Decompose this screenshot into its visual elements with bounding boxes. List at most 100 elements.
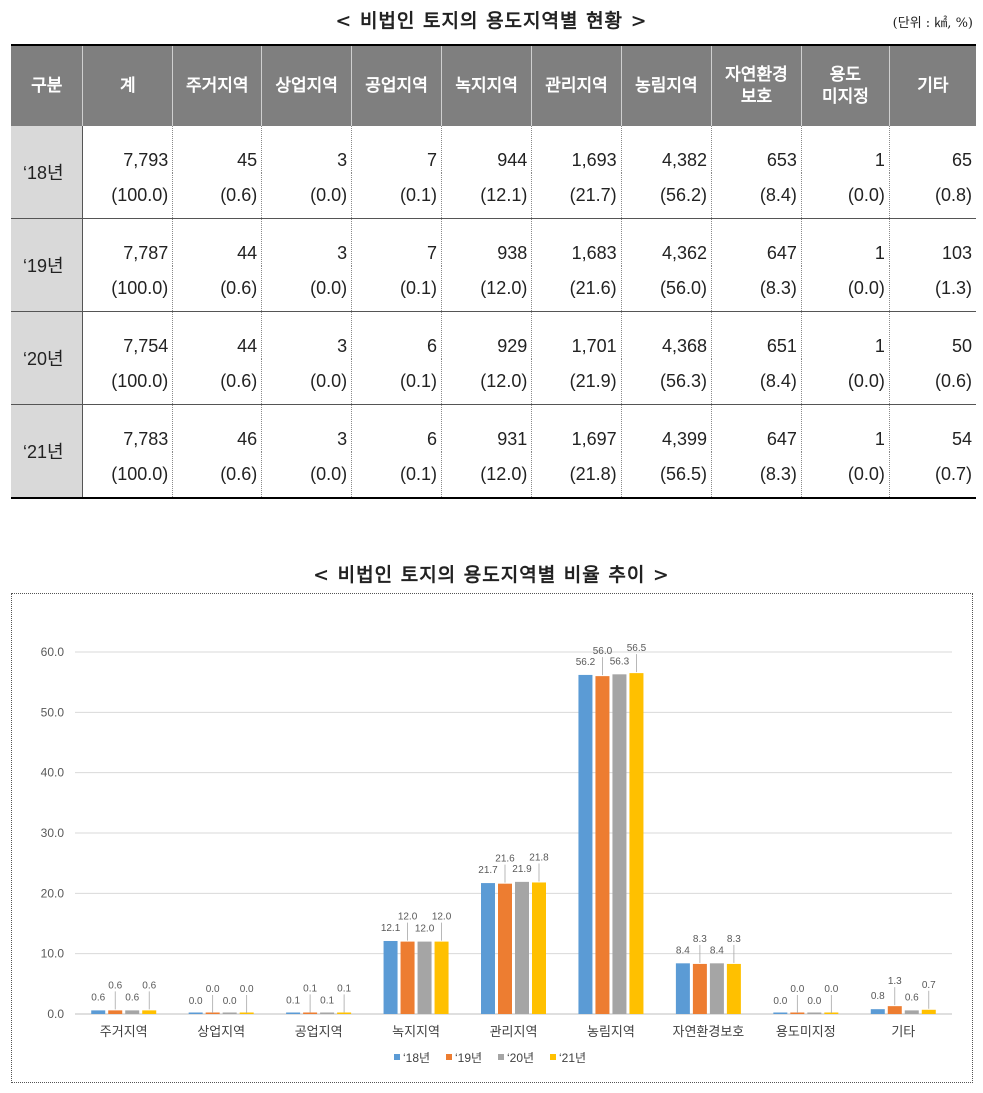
- data-label: 0.1: [286, 995, 300, 1006]
- bar: [91, 1010, 106, 1014]
- bar: [515, 881, 529, 1014]
- table-row: ‘21년 7,783 46 3 6 931 1,697 4,399 647 1 54: [11, 404, 976, 499]
- table-row: ‘18년 7,793 45 3 7 944 1,693 4,382 653 1 65: [11, 126, 976, 219]
- bar: [709, 963, 724, 1014]
- share-value: (0.6): [172, 359, 262, 405]
- share-value: (0.0): [261, 452, 352, 499]
- legend-swatch: [498, 1054, 504, 1060]
- row-label: ‘21년: [11, 404, 84, 499]
- bar: [870, 1009, 885, 1014]
- area-value: 45: [172, 126, 262, 173]
- bar: [108, 1010, 123, 1014]
- bar: [807, 1012, 822, 1014]
- share-value: (0.0): [261, 359, 352, 405]
- share-value: (12.0): [441, 359, 532, 405]
- x-tick-label: 농림지역: [587, 1024, 635, 1039]
- area-value: 50: [888, 311, 976, 359]
- data-label: 12.0: [415, 924, 435, 935]
- share-value: (100.0): [82, 173, 173, 219]
- area-value: 7,783: [82, 404, 173, 452]
- share-value: (0.0): [800, 452, 890, 499]
- land-use-table: 구분 계 주거지역 상업지역 공업지역 녹지지역 관리지역 농림지역 자연환경 보호 용도 미지정 기타…: [11, 44, 976, 499]
- x-tick-label: 용도미지정: [776, 1024, 836, 1039]
- table-row: ‘19년 7,787 44 3 7 938 1,683 4,362 647 1 103: [11, 218, 976, 312]
- share-value: (56.3): [620, 359, 712, 405]
- row-label: ‘19년: [11, 218, 84, 312]
- area-value: 1: [800, 218, 890, 266]
- area-value: 653: [711, 126, 802, 173]
- area-value: 647: [711, 218, 802, 266]
- data-label: 0.0: [790, 984, 804, 995]
- data-label: 21.9: [512, 864, 532, 875]
- bar: [726, 963, 741, 1014]
- data-label: 8.4: [710, 945, 724, 956]
- data-label: 56.0: [593, 646, 613, 657]
- bar: [320, 1012, 335, 1014]
- area-value: 1,701: [531, 311, 622, 359]
- share-value: (21.8): [531, 452, 622, 499]
- data-label: 0.0: [223, 996, 237, 1007]
- legend-label: ‘20년: [507, 1051, 534, 1065]
- share-value: (21.9): [531, 359, 622, 405]
- data-label: 0.8: [871, 991, 885, 1002]
- share-value: (0.7): [888, 452, 976, 499]
- bar: [239, 1012, 254, 1014]
- bar: [532, 882, 546, 1014]
- bar: [595, 676, 610, 1014]
- bar: [286, 1012, 301, 1014]
- bar: [400, 941, 415, 1014]
- share-value: (0.6): [172, 452, 262, 499]
- data-label: 0.0: [189, 996, 203, 1007]
- data-label: 56.2: [576, 657, 596, 668]
- area-value: 1,693: [531, 126, 622, 173]
- data-label: 8.3: [693, 934, 707, 945]
- area-value: 938: [441, 218, 532, 266]
- area-value: 103: [888, 218, 976, 266]
- share-value: (100.0): [82, 452, 173, 499]
- y-tick-label: 60.0: [41, 645, 65, 659]
- table-header-row: 구분 계 주거지역 상업지역 공업지역 녹지지역 관리지역 농림지역 자연환경 보호 용도 미지정 기타: [11, 44, 976, 126]
- area-value: 54: [888, 404, 976, 452]
- table-row: (100.0) (0.6) (0.0) (0.1) (12.1) (21.7) (56.2)…: [11, 173, 976, 219]
- share-value: (56.0): [620, 266, 712, 312]
- x-tick-label: 관리지역: [490, 1024, 538, 1039]
- bar: [205, 1012, 220, 1014]
- data-label: 0.7: [922, 980, 936, 991]
- data-label: 0.6: [108, 980, 122, 991]
- bar: [188, 1012, 203, 1014]
- area-value: 929: [441, 311, 532, 359]
- share-value: (12.1): [441, 173, 532, 219]
- share-value: (0.0): [261, 173, 352, 219]
- area-value: 3: [261, 218, 352, 266]
- bar-chart: 0.010.020.030.040.050.060.0주거지역0.60.60.6…: [41, 643, 952, 1065]
- row-label: ‘20년: [11, 311, 84, 405]
- table-row: (100.0) (0.6) (0.0) (0.1) (12.0) (21.9) (56.3)…: [11, 359, 976, 405]
- data-label: 0.0: [807, 996, 821, 1007]
- bar: [612, 674, 627, 1014]
- table-row: ‘20년 7,754 44 3 6 929 1,701 4,368 651 1 50: [11, 311, 976, 405]
- legend-label: ‘19년: [455, 1051, 482, 1065]
- data-label: 12.0: [398, 912, 418, 923]
- data-label: 8.4: [676, 945, 690, 956]
- share-value: (0.0): [800, 359, 890, 405]
- share-value: (8.4): [711, 173, 802, 219]
- share-value: (0.1): [351, 266, 442, 312]
- header-cell: 자연환경 보호: [711, 44, 802, 126]
- area-value: 3: [261, 126, 352, 173]
- header-cell: 공업지역: [351, 44, 442, 126]
- data-label: 0.1: [337, 983, 351, 994]
- x-tick-label: 기타: [891, 1024, 915, 1039]
- area-value: 7,754: [82, 311, 173, 359]
- header-cell: 구분: [11, 44, 83, 126]
- data-label: 8.3: [727, 934, 741, 945]
- share-value: (0.1): [351, 173, 442, 219]
- data-label: 0.6: [905, 992, 919, 1003]
- x-tick-label: 주거지역: [100, 1024, 148, 1039]
- area-value: 7,793: [82, 126, 173, 173]
- area-value: 6: [351, 404, 442, 452]
- data-label: 1.3: [888, 976, 902, 987]
- x-tick-label: 공업지역: [295, 1024, 343, 1039]
- area-value: 4,382: [620, 126, 712, 173]
- share-value: (0.1): [351, 359, 442, 405]
- area-value: 647: [711, 404, 802, 452]
